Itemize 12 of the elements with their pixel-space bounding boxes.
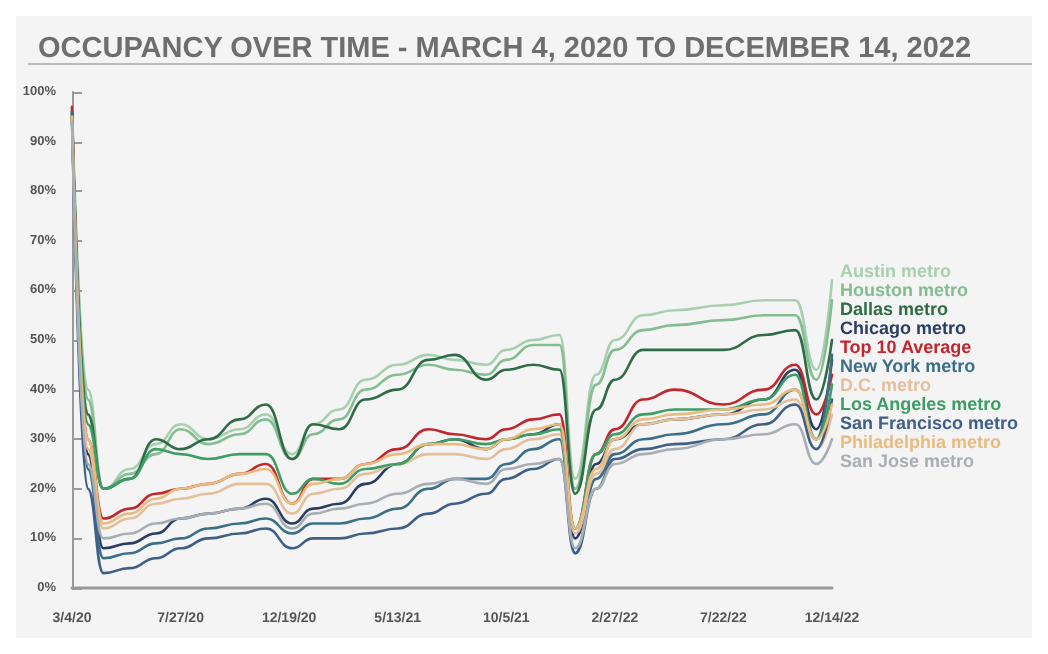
series-label: San Jose metro — [839, 451, 975, 471]
series-label: Austin metro — [839, 261, 952, 281]
series-label: San Francisco metro — [839, 413, 1019, 433]
series-label: Philadelphia metro — [839, 432, 1002, 452]
series-label: D.C. metro — [839, 375, 932, 395]
series-label: New York metro — [839, 356, 977, 376]
series-label: Top 10 Average — [839, 337, 972, 357]
chart-title: OCCUPANCY OVER TIME - MARCH 4, 2020 TO DECEMBER 14, 2022 — [38, 33, 972, 65]
series-label: Chicago metro — [839, 318, 967, 338]
series-label: Dallas metro — [839, 299, 949, 319]
series-label: Houston metro — [839, 280, 969, 300]
series-label: Los Angeles metro — [839, 394, 1003, 414]
